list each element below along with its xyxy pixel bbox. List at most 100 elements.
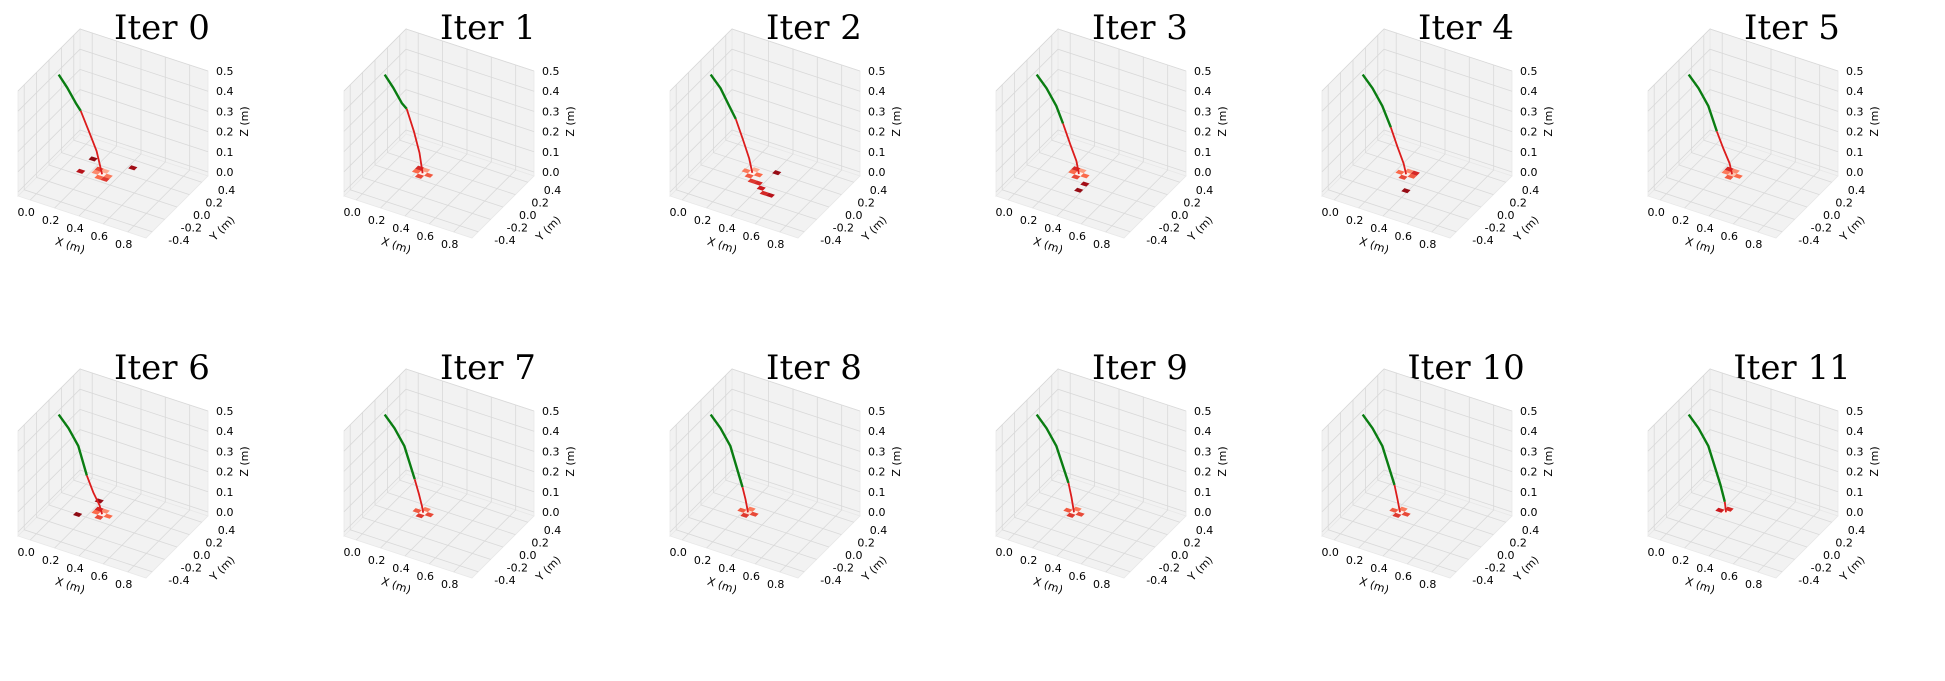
heatmap-cell: [76, 168, 86, 174]
z-tick-label: 0.0: [1846, 506, 1864, 519]
y-tick-label: 0.4: [218, 184, 236, 197]
y-tick-label: 0.0: [1171, 549, 1189, 562]
x-tick-label: 0.4: [1044, 562, 1062, 575]
heatmap-cell: [746, 506, 756, 512]
z-tick-label: 0.1: [1846, 486, 1864, 499]
x-tick-label: 0.6: [1721, 230, 1739, 243]
gridlines: [669, 368, 861, 573]
x-tick-label: 0.0: [1647, 206, 1665, 219]
x-tick-label: 0.0: [343, 546, 361, 559]
z-tick-label: 0.5: [216, 405, 234, 418]
axes-3d: 0.00.20.40.60.8 -0.4-0.20.00.20.40.00.10.…: [669, 368, 903, 597]
panel-iter-2: Iter 2 0.0 0.2 0.4 0.6 0.8 -0.4 -0.2 0.0 0.2 0.4 0.…: [652, 0, 976, 340]
heatmap-cell: [88, 156, 98, 162]
y-tick-label: -0.4: [1798, 234, 1819, 247]
heatmap-cell: [1066, 512, 1076, 518]
y-tick-label: 0.4: [1848, 524, 1866, 537]
z-tick-label: 0.5: [868, 405, 886, 418]
y-tick-label: -0.4: [168, 234, 189, 247]
z-tick-label: 0.4: [1194, 425, 1212, 438]
heatmap-cell: [741, 168, 751, 174]
heatmap-cell: [765, 192, 775, 198]
x-tick-label: 0.4: [718, 222, 736, 235]
y-tick-label: 0.2: [1835, 197, 1853, 210]
x-tick-label: 0.4: [66, 562, 84, 575]
panel-iter-4: Iter 4 0.0 0.2 0.4 0.6 0.8 -0.4 -0.2 0.0 0.2 0.4 0.…: [1304, 0, 1628, 340]
z-tick-label: 0.5: [542, 405, 560, 418]
trajectory-success: [709, 413, 744, 488]
y-tick-label: 0.4: [870, 184, 888, 197]
trajectory-predicted: [413, 478, 425, 513]
z-tick-label: 0.0: [868, 166, 886, 179]
axis-label: Z (m): [564, 446, 577, 476]
y-tick-label: -0.4: [1798, 574, 1819, 587]
x-tick-label: 0.8: [1093, 238, 1111, 251]
x-tick-label: 0.6: [1721, 570, 1739, 583]
axes-3d: 0.00.20.40.60.8 -0.4-0.20.00.20.40.00.10.…: [995, 28, 1229, 257]
z-tick-label: 0.1: [1194, 486, 1212, 499]
trajectory-success: [1687, 413, 1726, 503]
panel-iter-5: Iter 5 0.0 0.2 0.4 0.6 0.8 -0.4 -0.2 0.0 0.2 0.4 0.…: [1630, 0, 1945, 340]
z-tick-label: 0.0: [1194, 166, 1212, 179]
z-tick-label: 0.5: [1846, 65, 1864, 78]
z-tick-label: 0.4: [1846, 425, 1864, 438]
panel-title: Iter 0: [114, 8, 210, 48]
y-tick-label: -0.4: [168, 574, 189, 587]
axis-label: Z (m): [1868, 106, 1881, 136]
heatmap-cell: [749, 511, 759, 517]
x-tick-label: 0.4: [392, 562, 410, 575]
x-tick-label: 0.8: [115, 578, 133, 591]
axis-label: Y (m): [1185, 553, 1216, 584]
axis-label: Y (m): [533, 553, 564, 584]
z-tick-label: 0.5: [1194, 65, 1212, 78]
heatmap-cell: [1401, 188, 1411, 194]
axis-label: X (m): [54, 235, 87, 257]
y-tick-label: 0.0: [193, 549, 211, 562]
panel-iter-7: Iter 7 0.0 0.2 0.4 0.6 0.8 -0.4 -0.2 0.0 0.2 0.4 0.…: [326, 340, 650, 680]
z-tick-label: 0.3: [1846, 445, 1864, 458]
x-tick-label: 0.2: [368, 214, 386, 227]
z-tick-label: 0.1: [1520, 486, 1538, 499]
y-tick-label: 0.4: [1522, 524, 1540, 537]
x-tick-label: 0.4: [718, 562, 736, 575]
x-tick-label: 0.0: [995, 546, 1013, 559]
y-tick-label: -0.4: [820, 574, 841, 587]
trajectory-success: [1361, 413, 1396, 486]
y-tick-label: 0.0: [193, 209, 211, 222]
axis-label: X (m): [1032, 575, 1065, 597]
heatmap-cell: [421, 507, 431, 513]
y-tick-label: 0.2: [857, 537, 875, 550]
z-tick-label: 0.3: [216, 445, 234, 458]
x-tick-label: 0.0: [1321, 546, 1339, 559]
trajectory-success: [709, 73, 737, 120]
axis-label: X (m): [1032, 235, 1065, 257]
axis-label: X (m): [1684, 235, 1717, 257]
z-tick-label: 0.2: [1194, 126, 1212, 139]
x-tick-label: 0.6: [417, 570, 435, 583]
y-tick-label: 0.2: [205, 197, 223, 210]
panel-title: Iter 10: [1407, 348, 1525, 388]
x-tick-label: 0.8: [441, 578, 459, 591]
y-tick-label: -0.2: [507, 561, 528, 574]
panel-title: Iter 11: [1733, 348, 1851, 388]
heatmap-cell: [1075, 511, 1085, 517]
y-tick-label: 0.4: [870, 524, 888, 537]
heatmap-cell: [747, 178, 757, 184]
x-tick-label: 0.8: [115, 238, 133, 251]
y-tick-label: -0.2: [1485, 561, 1506, 574]
x-tick-label: 0.0: [17, 206, 35, 219]
y-tick-label: 0.2: [531, 197, 549, 210]
heatmap-cell: [1730, 168, 1740, 174]
z-tick-label: 0.0: [216, 506, 234, 519]
trajectory-success: [57, 413, 88, 476]
z-tick-label: 0.1: [1194, 146, 1212, 159]
y-tick-label: -0.2: [1811, 561, 1832, 574]
heatmap-cell: [1401, 511, 1411, 517]
z-tick-label: 0.1: [216, 146, 234, 159]
panel-iter-1: Iter 1 0.0 0.2 0.4 0.6 0.8 -0.4 -0.2 0.0 0.2 0.4 0.…: [326, 0, 650, 340]
trajectory-predicted: [1715, 130, 1733, 175]
gridlines: [995, 28, 1187, 233]
y-tick-label: -0.4: [1472, 234, 1493, 247]
trajectory-predicted: [1062, 123, 1080, 175]
axis-label: Y (m): [1837, 553, 1868, 584]
